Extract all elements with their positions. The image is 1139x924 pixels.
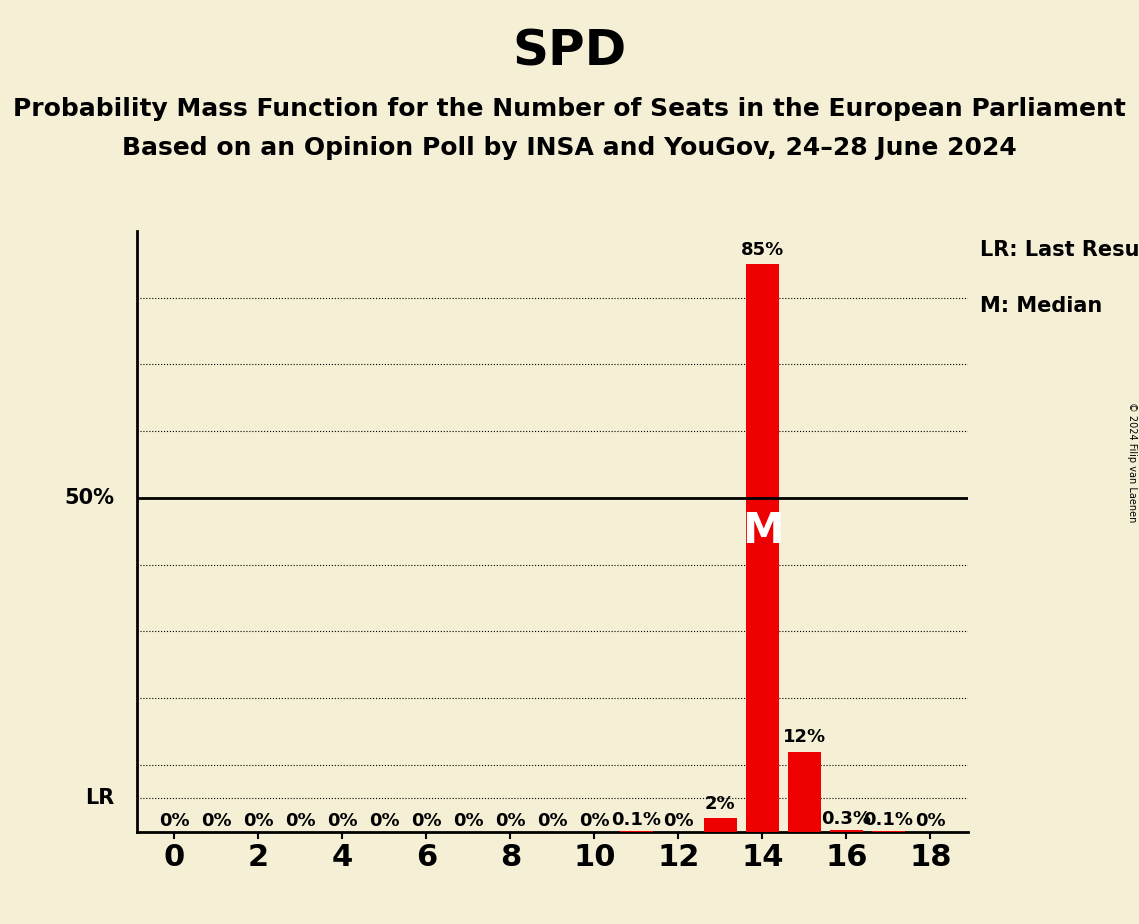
Text: 85%: 85% bbox=[740, 241, 784, 259]
Text: SPD: SPD bbox=[513, 28, 626, 76]
Text: Probability Mass Function for the Number of Seats in the European Parliament: Probability Mass Function for the Number… bbox=[13, 97, 1126, 121]
Text: LR: LR bbox=[84, 788, 114, 808]
Text: 0%: 0% bbox=[915, 811, 945, 830]
Bar bbox=[829, 830, 863, 832]
Text: 0%: 0% bbox=[202, 811, 231, 830]
Text: 0%: 0% bbox=[579, 811, 609, 830]
Text: 0%: 0% bbox=[159, 811, 190, 830]
Text: 0%: 0% bbox=[369, 811, 400, 830]
Text: 12%: 12% bbox=[782, 728, 826, 747]
Text: 0%: 0% bbox=[285, 811, 316, 830]
Text: 0.3%: 0.3% bbox=[821, 809, 871, 828]
Text: Based on an Opinion Poll by INSA and YouGov, 24–28 June 2024: Based on an Opinion Poll by INSA and You… bbox=[122, 136, 1017, 160]
Bar bbox=[704, 819, 737, 832]
Text: LR: Last Result: LR: Last Result bbox=[980, 240, 1139, 261]
Text: 0.1%: 0.1% bbox=[863, 811, 913, 829]
Text: 2%: 2% bbox=[705, 795, 736, 813]
Text: 0%: 0% bbox=[495, 811, 526, 830]
Bar bbox=[787, 751, 821, 832]
Text: 0%: 0% bbox=[327, 811, 358, 830]
Text: 0%: 0% bbox=[538, 811, 567, 830]
Text: 0%: 0% bbox=[663, 811, 694, 830]
Text: 0%: 0% bbox=[411, 811, 442, 830]
Text: © 2024 Filip van Laenen: © 2024 Filip van Laenen bbox=[1126, 402, 1137, 522]
Text: 0%: 0% bbox=[453, 811, 484, 830]
Text: 50%: 50% bbox=[64, 488, 114, 508]
Text: M: M bbox=[741, 510, 784, 553]
Text: 0%: 0% bbox=[243, 811, 273, 830]
Text: M: Median: M: Median bbox=[980, 296, 1101, 316]
Text: 0.1%: 0.1% bbox=[612, 811, 662, 829]
Bar bbox=[746, 264, 779, 832]
